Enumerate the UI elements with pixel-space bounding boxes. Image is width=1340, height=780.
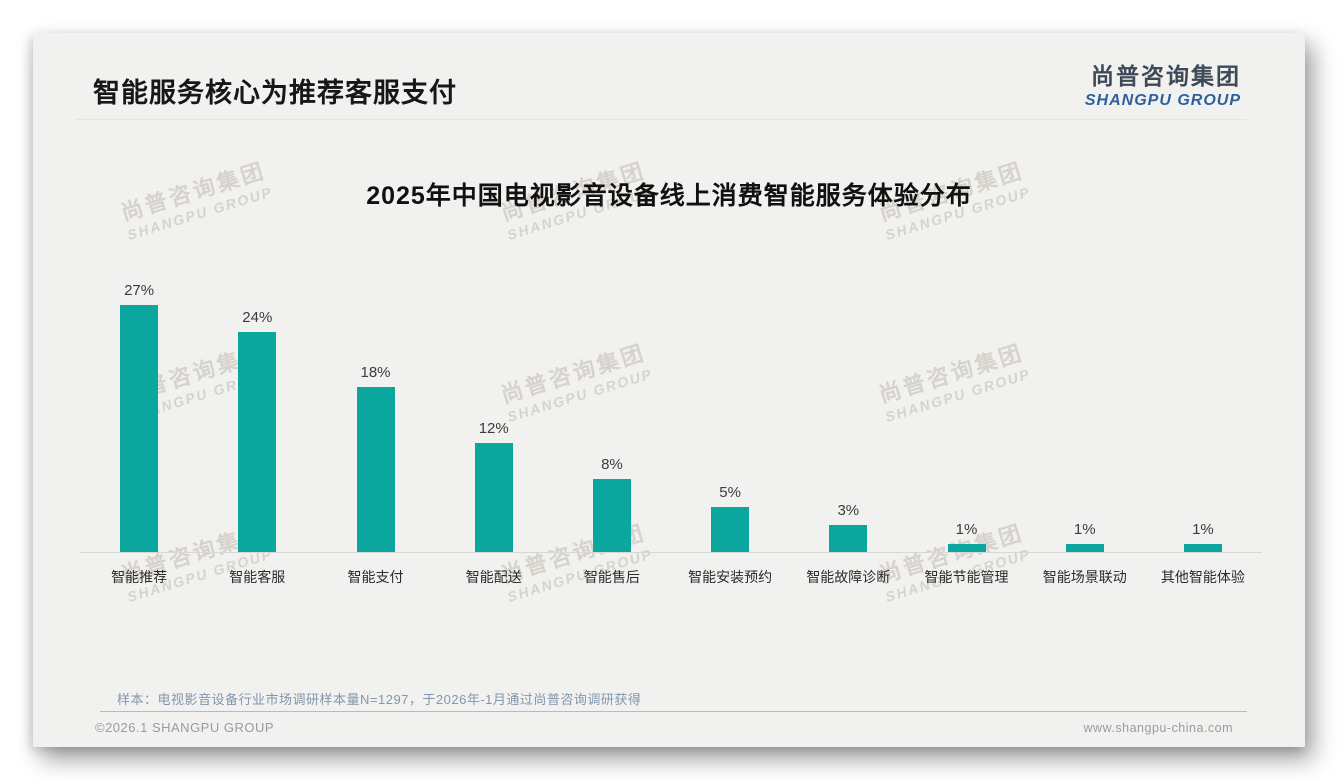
bar-column: 18% xyxy=(316,273,434,553)
plot-area: 27% 24% 18% 12% 8% 5% 3% 1% 1% 1% xyxy=(80,273,1262,553)
bar-category-label: 智能推荐 xyxy=(111,569,168,585)
bar-column: 8% xyxy=(553,273,671,553)
bar xyxy=(356,387,395,553)
bar-category-label: 智能场景联动 xyxy=(1042,569,1127,585)
bar xyxy=(592,479,631,553)
chart-title: 2025年中国电视影音设备线上消费智能服务体验分布 xyxy=(366,182,972,210)
bar-value-label: 3% xyxy=(837,502,860,519)
website-url: www.shangpu-china.com xyxy=(1083,721,1233,735)
company-logo: 尚普咨询集团 SHANGPU GROUP xyxy=(1085,57,1241,110)
bar-value-label: 27% xyxy=(124,282,155,299)
x-axis-line xyxy=(80,552,1262,553)
bar-category-label: 智能支付 xyxy=(347,569,404,585)
bar-value-label: 8% xyxy=(601,456,623,473)
title-underline xyxy=(75,119,1247,120)
logo-english-text: SHANGPU GROUP xyxy=(1084,92,1241,109)
page-title: 智能服务核心为推荐客服支付 xyxy=(93,78,457,108)
bar-value-label: 12% xyxy=(478,420,509,437)
bar-category-label: 智能节能管理 xyxy=(924,569,1009,585)
bar-category-label: 智能故障诊断 xyxy=(806,569,891,585)
bar-category-label: 智能配送 xyxy=(465,569,522,585)
bar-value-label: 18% xyxy=(360,364,391,381)
bar xyxy=(474,443,513,553)
bar-column: 12% xyxy=(435,273,553,553)
bar xyxy=(711,507,750,553)
bar xyxy=(947,544,986,553)
bar-category-label: 智能售后 xyxy=(583,569,640,585)
bar-column: 1% xyxy=(907,273,1025,553)
bar-value-label: 5% xyxy=(719,484,741,501)
bar-column: 5% xyxy=(671,273,789,553)
bar xyxy=(1065,544,1104,553)
bar-column: 3% xyxy=(789,273,907,553)
bar-column: 1% xyxy=(1144,273,1262,553)
bar-value-label: 1% xyxy=(955,521,978,538)
bar-chart: 27% 24% 18% 12% 8% 5% 3% 1% 1% 1% 智能推荐 智能客服 智能支付 智能配… xyxy=(80,273,1262,603)
bar-column: 1% xyxy=(1026,273,1144,553)
logo-chinese-text: 尚普咨询集团 xyxy=(1091,63,1241,89)
sample-note: 样本：电视影音设备行业市场调研样本量N=1297，于2026年-1月通过尚普咨询… xyxy=(117,692,642,707)
slide-card: 尚普咨询集团 SHANGPU GROUP 尚普咨询集团 SHANGPU GROUP 尚普… xyxy=(33,33,1305,747)
bar xyxy=(238,332,277,553)
bar xyxy=(829,525,868,553)
category-axis: 智能推荐 智能客服 智能支付 智能配送 智能售后 智能安装预约 智能故障诊断 智能节能管理 智能… xyxy=(80,567,1262,587)
bar xyxy=(1183,544,1222,553)
bar-value-label: 1% xyxy=(1192,521,1214,538)
copyright-text: ©2026.1 SHANGPU GROUP xyxy=(95,720,275,735)
footer-divider xyxy=(100,711,1247,712)
bar-category-label: 智能安装预约 xyxy=(688,569,773,585)
bar xyxy=(120,305,159,553)
bar-category-label: 智能客服 xyxy=(229,569,286,585)
bar-value-label: 24% xyxy=(242,309,273,326)
bar-value-label: 1% xyxy=(1073,521,1096,538)
bar-category-label: 其他智能体验 xyxy=(1160,569,1245,585)
bar-column: 24% xyxy=(198,273,316,553)
bar-column: 27% xyxy=(80,273,198,553)
